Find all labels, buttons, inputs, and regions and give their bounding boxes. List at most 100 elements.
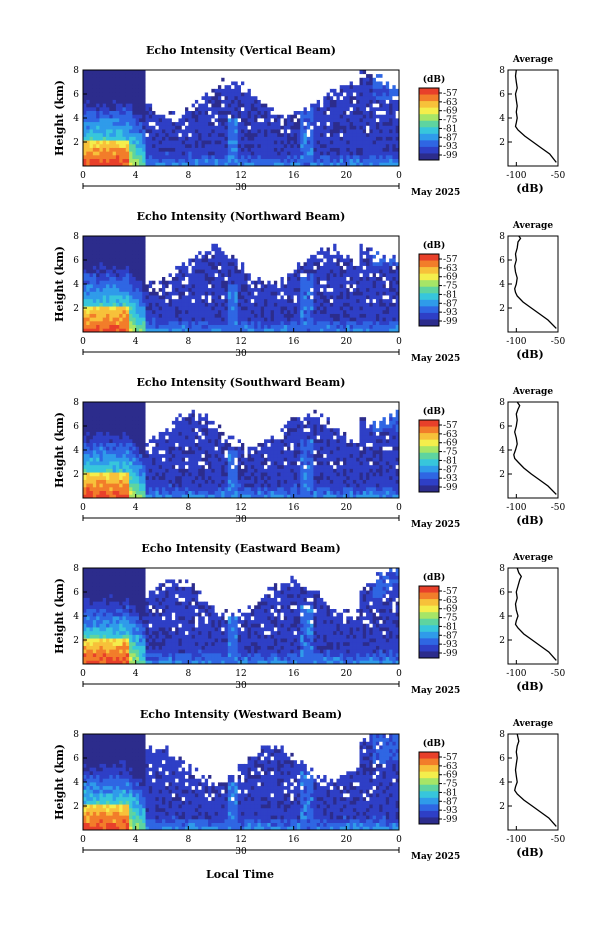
heatmap-cell: [352, 73, 357, 78]
heatmap-cell: [287, 162, 291, 166]
heatmap-cell: [244, 162, 248, 166]
heatmap-cell: [349, 258, 354, 263]
heatmap-cell: [326, 291, 331, 296]
heatmap-cell: [89, 254, 94, 259]
heatmap-cell: [224, 140, 229, 145]
heatmap-cell: [132, 243, 137, 248]
heatmap-cell: [372, 114, 377, 119]
heatmap-cell: [313, 70, 318, 75]
heatmap-cell: [208, 147, 212, 152]
heatmap-cell: [306, 239, 311, 244]
heatmap-cell: [250, 81, 255, 86]
heatmap-cell: [237, 295, 242, 300]
heatmap-cell: [178, 121, 183, 126]
heatmap-cell: [106, 70, 110, 75]
heatmap-cell: [155, 317, 160, 322]
heatmap-cell: [109, 73, 114, 78]
heatmap-cell: [145, 99, 150, 104]
heatmap-cell: [171, 269, 176, 274]
heatmap-cell: [303, 136, 308, 141]
heatmap-cell: [83, 77, 87, 82]
heatmap-cell: [313, 99, 318, 104]
heatmap-cell: [247, 118, 252, 123]
heatmap-cell: [96, 280, 100, 285]
heatmap-cell: [221, 151, 225, 156]
heatmap-cell: [135, 265, 140, 270]
heatmap-cell: [241, 151, 245, 156]
heatmap-cell: [125, 118, 130, 123]
heatmap-cell: [375, 272, 380, 278]
heatmap-cell: [270, 298, 275, 303]
heatmap-cell: [346, 103, 351, 108]
heatmap-cell: [296, 151, 301, 156]
heatmap-cell: [178, 88, 183, 93]
heatmap-cell: [142, 313, 146, 318]
heatmap-cell: [204, 254, 209, 259]
heatmap-cell: [250, 254, 255, 259]
heatmap-cell: [339, 328, 344, 332]
heatmap-cell: [293, 99, 298, 104]
heatmap-cell: [326, 276, 331, 281]
heatmap-cell: [356, 298, 360, 303]
heatmap-cell: [241, 247, 245, 252]
heatmap-cell: [260, 298, 265, 303]
heatmap-cell: [214, 103, 219, 108]
heatmap-cell: [270, 103, 275, 108]
heatmap-cell: [158, 265, 163, 270]
heatmap-cell: [138, 103, 143, 108]
heatmap-cell: [237, 162, 242, 166]
heatmap-cell: [369, 129, 374, 134]
heatmap-cell: [165, 284, 169, 289]
heatmap-cell: [250, 317, 255, 322]
heatmap-cell: [372, 276, 377, 281]
heatmap-cell: [293, 88, 298, 93]
heatmap-cell: [293, 284, 298, 289]
heatmap-cell: [191, 77, 196, 82]
heatmap-cell: [250, 280, 255, 285]
heatmap-cell: [366, 258, 370, 263]
heatmap-cell: [379, 103, 383, 108]
heatmap-cell: [208, 77, 212, 82]
heatmap-cell: [290, 84, 295, 89]
heatmap-cell: [356, 92, 360, 97]
heatmap-cell: [277, 88, 281, 93]
heatmap-cell: [379, 280, 383, 285]
heatmap-cell: [148, 162, 153, 166]
heatmap-cell: [339, 88, 344, 93]
heatmap-cell: [385, 250, 390, 255]
heatmap-cell: [135, 132, 140, 137]
heatmap-cell: [168, 151, 173, 156]
heatmap-cell: [92, 236, 97, 241]
heatmap-cell: [171, 309, 176, 314]
heatmap-cell: [287, 324, 291, 329]
heatmap-cell: [194, 276, 199, 281]
heatmap-cell: [346, 239, 351, 244]
heatmap-cell: [89, 284, 94, 289]
heatmap-cell: [231, 243, 235, 248]
heatmap-cell: [290, 272, 295, 278]
heatmap-cell: [303, 247, 308, 252]
heatmap-cell: [181, 291, 186, 296]
heatmap-cell: [168, 247, 173, 252]
heatmap-cell: [145, 114, 150, 119]
heatmap-cell: [152, 306, 156, 311]
heatmap-cell: [92, 77, 97, 82]
heatmap-cell: [296, 92, 301, 97]
colorbar-unit-label: (dB): [423, 74, 445, 85]
heatmap-cell: [306, 276, 311, 281]
heatmap-cell: [359, 269, 364, 274]
heatmap-cell: [372, 291, 377, 296]
heatmap-cell: [152, 265, 156, 270]
heatmap-cell: [89, 236, 94, 241]
heatmap-cell: [264, 250, 268, 255]
heatmap-cell: [168, 158, 173, 163]
heatmap-cell: [382, 99, 387, 104]
heatmap-cell: [224, 162, 229, 166]
heatmap-cell: [300, 99, 304, 104]
heatmap-cell: [273, 158, 278, 163]
heatmap-cell: [264, 151, 268, 156]
heatmap-cell: [148, 129, 153, 134]
heatmap-cell: [148, 298, 153, 303]
heatmap-cell: [283, 81, 288, 86]
heatmap-cell: [306, 250, 311, 255]
